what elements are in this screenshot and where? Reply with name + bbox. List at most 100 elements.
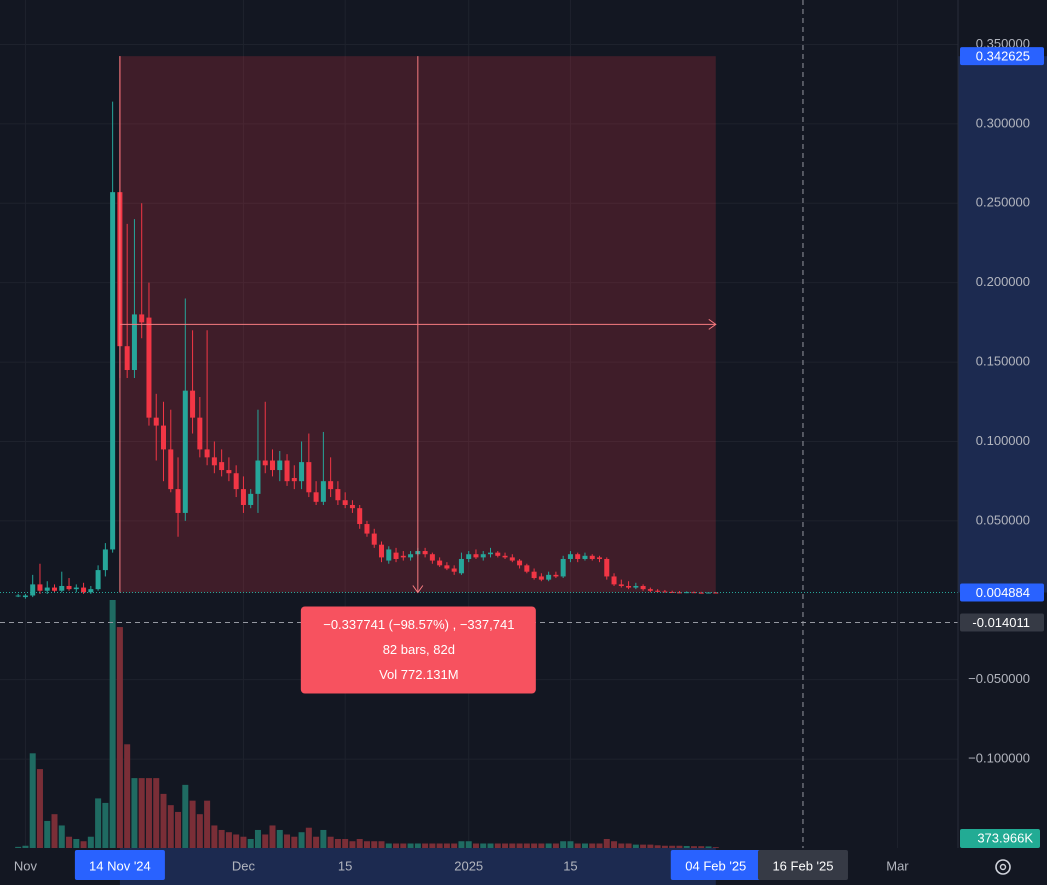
candle-body bbox=[270, 460, 276, 471]
candle-body bbox=[553, 574, 559, 577]
x-tick-label: Nov bbox=[14, 858, 38, 873]
candle-body bbox=[349, 504, 355, 509]
volume-bar bbox=[356, 838, 363, 848]
volume-bar bbox=[22, 845, 29, 848]
candle-body bbox=[371, 533, 377, 545]
volume-bar bbox=[581, 843, 588, 848]
volume-bar bbox=[712, 847, 719, 848]
candle-body bbox=[451, 568, 457, 572]
candle-body bbox=[81, 587, 87, 593]
volume-bar bbox=[451, 843, 458, 848]
volume-bar bbox=[480, 843, 487, 848]
candle-body bbox=[524, 565, 530, 572]
volume-bar bbox=[567, 841, 574, 848]
volume-bar bbox=[465, 841, 472, 848]
candle-body bbox=[342, 500, 348, 505]
volume-label-box bbox=[960, 829, 1040, 848]
candle-body bbox=[662, 591, 668, 593]
volume-bar bbox=[436, 843, 443, 848]
volume-bar bbox=[160, 793, 167, 848]
volume-bar bbox=[247, 838, 254, 848]
volume-bar bbox=[284, 834, 291, 848]
candle-body bbox=[502, 555, 508, 558]
volume-bar bbox=[414, 843, 421, 848]
y-tick-label: −0.050000 bbox=[968, 671, 1030, 686]
axis-range bbox=[119, 848, 716, 885]
volume-bar bbox=[291, 836, 298, 848]
measure-tooltip-text: Vol 772.131M bbox=[379, 667, 459, 682]
volume-bar bbox=[109, 600, 116, 848]
candle-body bbox=[299, 462, 305, 482]
candle-body bbox=[161, 425, 167, 450]
volume-bar bbox=[363, 841, 370, 848]
volume-bar bbox=[603, 838, 610, 848]
volume-bar bbox=[305, 827, 312, 848]
candle-body bbox=[713, 592, 719, 594]
candle-body bbox=[233, 473, 239, 490]
candle-body bbox=[604, 558, 610, 577]
candle-body bbox=[379, 544, 385, 558]
candle-body bbox=[567, 554, 573, 559]
candle-body bbox=[182, 390, 188, 513]
volume-bar bbox=[80, 841, 87, 848]
volume-bar bbox=[124, 744, 131, 848]
volume-label: 373.966K bbox=[977, 830, 1033, 845]
volume-bar bbox=[676, 845, 683, 848]
volume-bar bbox=[552, 843, 559, 848]
candle-body bbox=[400, 555, 406, 558]
settings-icon[interactable] bbox=[995, 859, 1011, 875]
candle-body bbox=[102, 549, 108, 571]
volume-bar bbox=[705, 846, 712, 848]
volume-bar bbox=[400, 843, 407, 848]
volume-bar bbox=[611, 841, 618, 848]
axis-range bbox=[958, 56, 1047, 593]
volume-bar bbox=[131, 778, 138, 848]
volume-bar bbox=[472, 843, 479, 848]
candle-body bbox=[328, 481, 334, 490]
candle-body bbox=[30, 584, 36, 596]
y-tick-label: 0.050000 bbox=[976, 512, 1030, 527]
volume-bar bbox=[58, 825, 65, 848]
candle-body bbox=[597, 557, 603, 559]
volume-bar bbox=[196, 814, 203, 848]
candle-body bbox=[306, 462, 312, 493]
volume-bar bbox=[334, 838, 341, 848]
volume-bar bbox=[102, 802, 109, 848]
y-tick-label: −0.100000 bbox=[968, 751, 1030, 766]
candle-body bbox=[684, 592, 690, 594]
candle-body bbox=[66, 585, 72, 590]
volume-bar bbox=[254, 829, 261, 848]
volume-bar bbox=[87, 836, 94, 848]
volume-bar bbox=[661, 845, 668, 848]
candle-body bbox=[393, 552, 399, 559]
candle-body bbox=[647, 589, 653, 591]
candle-body bbox=[320, 481, 326, 502]
volume-bar bbox=[589, 843, 596, 848]
candle-body bbox=[575, 554, 581, 559]
volume-bar bbox=[509, 843, 516, 848]
volume-bar bbox=[669, 845, 676, 848]
candle-body bbox=[422, 551, 428, 555]
crosshair-time-label: 16 Feb '25 bbox=[772, 858, 833, 873]
candle-body bbox=[124, 346, 130, 371]
volume-bar bbox=[407, 843, 414, 848]
candle-body bbox=[262, 460, 268, 466]
candle-body bbox=[466, 554, 472, 559]
volume-bar bbox=[647, 844, 654, 848]
volume-bar bbox=[116, 627, 123, 848]
measure-tooltip-text: 82 bars, 82d bbox=[383, 642, 455, 657]
volume-bar bbox=[502, 843, 509, 848]
crosshair-time-label-box bbox=[757, 850, 848, 880]
candle-body bbox=[197, 417, 203, 450]
candle-body bbox=[204, 449, 210, 458]
candle-body bbox=[488, 552, 494, 555]
x-tick-label: 15 bbox=[338, 858, 352, 873]
volume-bar bbox=[138, 778, 145, 848]
volume-bar bbox=[167, 805, 174, 848]
candle-body bbox=[73, 587, 79, 590]
volume-bar bbox=[523, 843, 530, 848]
candle-body bbox=[175, 489, 181, 513]
x-tick-label: 2025 bbox=[454, 858, 483, 873]
volume-bar bbox=[36, 769, 43, 848]
